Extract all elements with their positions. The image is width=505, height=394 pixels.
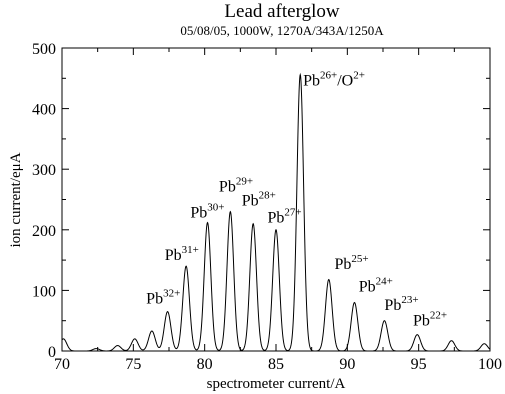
peak-label: Pb24+ [359, 276, 393, 296]
peak-label-charge-2: 2+ [353, 70, 365, 82]
peak-label-base: Pb [242, 193, 259, 210]
peak-label: Pb26+/O2+ [303, 70, 365, 90]
y-tick-label: 200 [32, 223, 56, 240]
y-tick-label: 0 [48, 344, 56, 361]
x-tick-label: 70 [54, 356, 70, 373]
y-tick-label: 500 [32, 41, 56, 58]
y-tick-label: 300 [32, 162, 56, 179]
peak-label-charge: 29+ [236, 176, 253, 188]
x-tick-label: 95 [411, 356, 427, 373]
x-tick-label: 100 [478, 356, 502, 373]
x-axis-label: spectrometer current/A [207, 376, 346, 392]
peak-label-charge: 30+ [207, 202, 224, 214]
peak-label-base: Pb [359, 279, 376, 296]
peak-label: Pb29+ [219, 176, 253, 196]
peak-label-charge: 26+ [320, 70, 337, 82]
peak-label-charge: 24+ [376, 276, 393, 288]
x-tick-label: 80 [197, 356, 213, 373]
y-tick-labels: 0 100 200 300 400 500 [32, 41, 56, 361]
peak-label-suffix: /O [337, 73, 353, 90]
axis-ticks [61, 47, 491, 352]
x-tick-label: 75 [125, 356, 141, 373]
y-tick-label: 400 [32, 102, 56, 119]
peak-label-base: Pb [219, 179, 236, 196]
peak-label-base: Pb [384, 297, 401, 314]
peak-labels: Pb32+Pb31+Pb30+Pb29+Pb28+Pb27+Pb26+/O2+P… [146, 70, 447, 330]
peak-label-base: Pb [267, 210, 284, 227]
peak-label: Pb25+ [334, 253, 368, 273]
x-tick-label: 85 [268, 356, 284, 373]
y-axis-label: ion current/eμA [8, 152, 24, 247]
peak-label-base: Pb [165, 247, 182, 264]
peak-label-charge: 27+ [284, 207, 301, 219]
x-tick-label: 90 [339, 356, 355, 373]
x-tick-labels: 70 75 80 85 90 95 100 [54, 356, 502, 373]
peak-label-base: Pb [303, 73, 320, 90]
peak-label-base: Pb [146, 291, 163, 308]
chart-title: Lead afterglow [224, 1, 339, 22]
ion-current-line [61, 72, 491, 352]
peak-label: Pb23+ [384, 294, 418, 314]
peak-label-base: Pb [413, 313, 430, 330]
peak-label-charge: 31+ [182, 244, 199, 256]
peak-label-charge: 32+ [163, 288, 180, 300]
peak-label: Pb31+ [165, 244, 199, 264]
peak-label-charge: 28+ [259, 190, 276, 202]
peak-label: Pb22+ [413, 310, 447, 330]
peak-label: Pb27+ [267, 207, 301, 227]
peak-label-charge: 25+ [351, 253, 368, 265]
peak-label-charge: 22+ [430, 310, 447, 322]
peak-label-charge: 23+ [401, 294, 418, 306]
plot-frame [61, 47, 491, 352]
peak-label: Pb28+ [242, 190, 276, 210]
peak-label: Pb30+ [190, 202, 224, 222]
peak-label: Pb32+ [146, 288, 180, 308]
peak-label-base: Pb [334, 256, 351, 273]
y-tick-label: 100 [32, 283, 56, 300]
peak-label-base: Pb [190, 205, 207, 222]
chart-subtitle: 05/08/05, 1000W, 1270A/343A/1250A [180, 23, 384, 38]
